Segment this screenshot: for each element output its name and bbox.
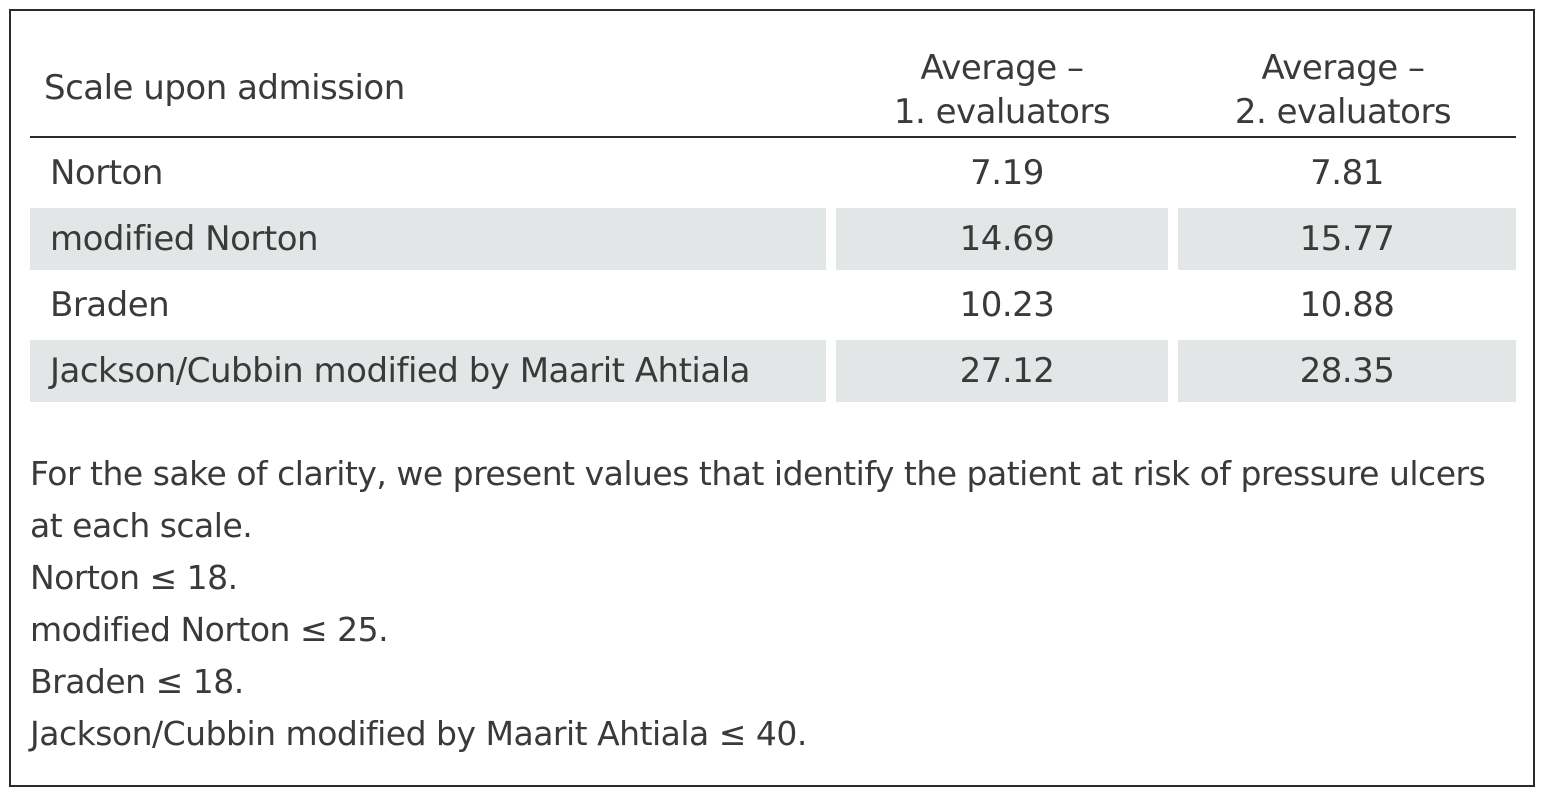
cell-average-1: 7.19 <box>970 153 1044 193</box>
cell-average-2: 28.35 <box>1178 340 1516 402</box>
cell-scale: Norton <box>50 153 163 193</box>
header-average-1-line2: 1. evaluators <box>893 92 1111 132</box>
header-average-2-line2: 2. evaluators <box>1234 92 1452 132</box>
cell-scale: Braden <box>50 285 170 325</box>
cell-average-2: 10.88 <box>1299 285 1395 325</box>
header-average-2: Average – 2. evaluators <box>1178 46 1508 134</box>
cell-average-2: 15.77 <box>1178 208 1516 270</box>
header-average-1: Average – 1. evaluators <box>837 46 1167 134</box>
header-scale: Scale upon admission <box>44 68 405 108</box>
note-modified-norton: modified Norton ≤ 25. <box>30 610 389 649</box>
table-frame <box>9 9 1535 787</box>
header-average-1-line1: Average – <box>920 48 1084 88</box>
note-jackson-cubbin: Jackson/Cubbin modified by Maarit Ahtial… <box>30 714 807 753</box>
note-braden: Braden ≤ 18. <box>30 662 244 701</box>
cell-average-1: 27.12 <box>836 340 1168 402</box>
cell-scale: modified Norton <box>30 208 826 270</box>
table-row: Jackson/Cubbin modified by Maarit Ahtial… <box>30 336 1516 402</box>
cell-average-1: 14.69 <box>836 208 1168 270</box>
scales-table: Scale upon admission Average – 1. evalua… <box>30 40 1516 402</box>
table-notes: For the sake of clarity, we present valu… <box>30 448 1520 760</box>
cell-average-2: 7.81 <box>1310 153 1384 193</box>
table-row: Braden 10.23 10.88 <box>30 270 1516 336</box>
table-row: modified Norton 14.69 15.77 <box>30 204 1516 270</box>
cell-average-1: 10.23 <box>959 285 1055 325</box>
note-norton: Norton ≤ 18. <box>30 558 238 597</box>
header-average-2-line1: Average – <box>1261 48 1425 88</box>
cell-scale: Jackson/Cubbin modified by Maarit Ahtial… <box>30 340 826 402</box>
notes-intro: For the sake of clarity, we present valu… <box>30 454 1486 545</box>
table-header: Scale upon admission Average – 1. evalua… <box>30 40 1516 138</box>
table-row: Norton 7.19 7.81 <box>30 138 1516 204</box>
